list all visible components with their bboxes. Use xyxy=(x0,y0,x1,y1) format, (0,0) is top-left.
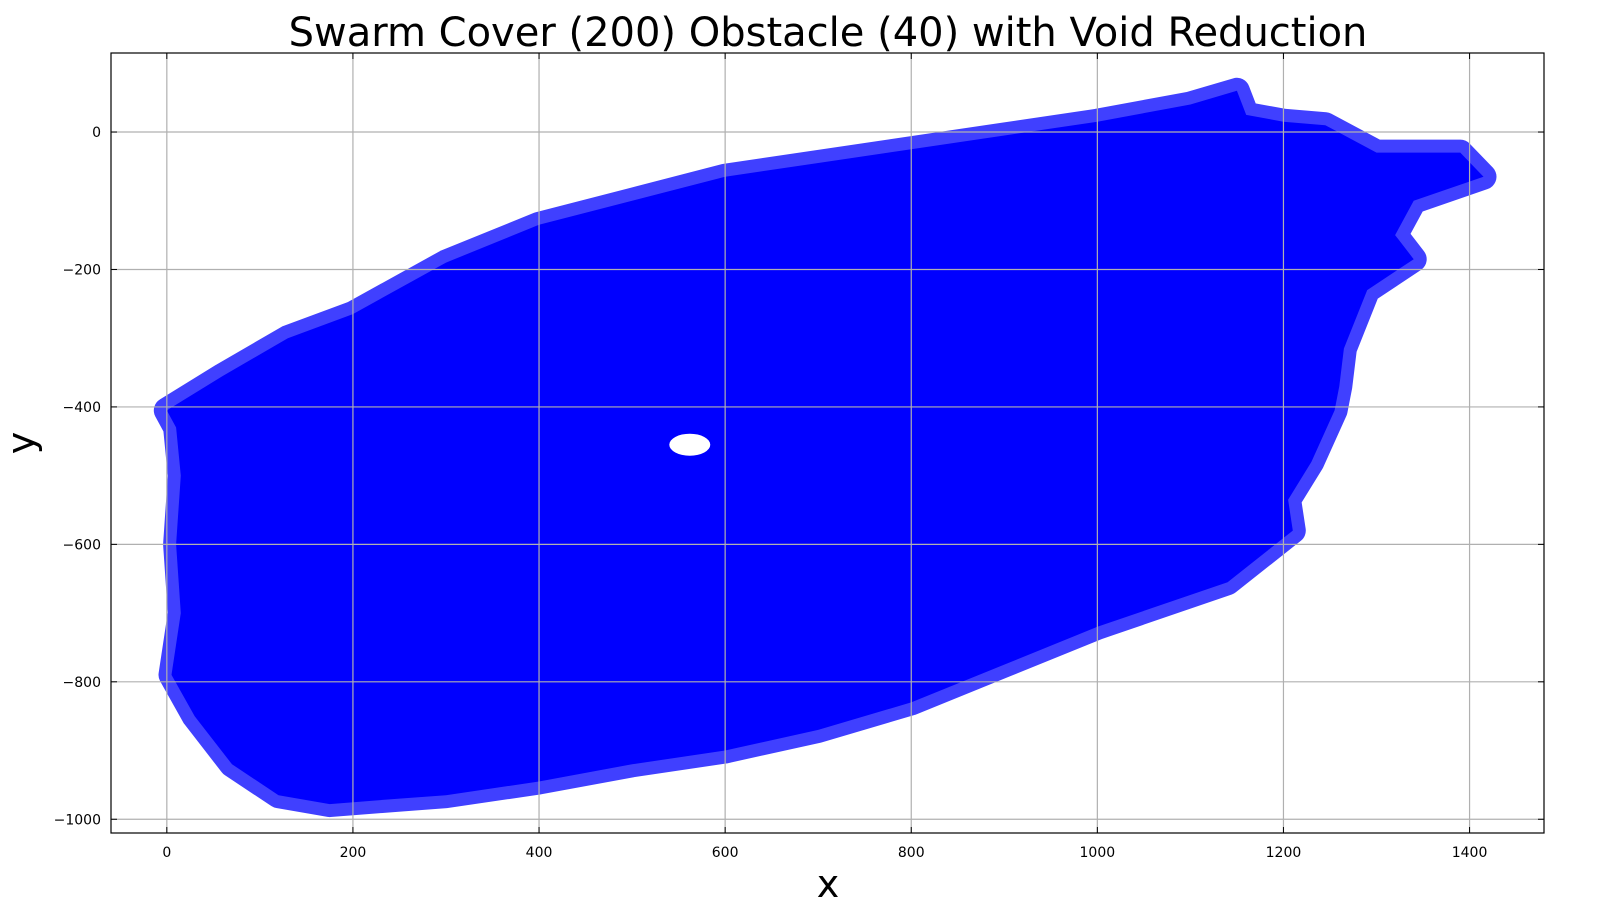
x-tick-label-2: 400 xyxy=(526,845,553,861)
x-tick-label-6: 1200 xyxy=(1266,845,1302,861)
y-tick-label-2: −400 xyxy=(63,400,101,416)
axis-ticks: 0 200 400 600 800 1000 1200 1400 0 −200 −400 −600 −8… xyxy=(54,53,1544,861)
y-axis-label: y xyxy=(0,432,43,455)
x-tick-label-1: 200 xyxy=(340,845,367,861)
void-regions xyxy=(669,433,711,456)
x-tick-label-5: 1000 xyxy=(1080,845,1116,861)
x-tick-label-3: 600 xyxy=(712,845,739,861)
y-tick-label-5: −1000 xyxy=(54,812,101,828)
x-tick-label-4: 800 xyxy=(898,845,925,861)
grid-lines xyxy=(111,53,1544,833)
void-region-0 xyxy=(669,433,711,456)
y-tick-label-4: −800 xyxy=(63,675,101,691)
y-tick-label-1: −200 xyxy=(63,262,101,278)
chart-title: Swarm Cover (200) Obstacle (40) with Voi… xyxy=(289,10,1368,56)
y-tick-label-0: 0 xyxy=(92,125,101,141)
plot-frame xyxy=(110,52,1545,834)
y-tick-label-3: −600 xyxy=(63,537,101,553)
x-tick-label-7: 1400 xyxy=(1452,845,1488,861)
x-tick-label-0: 0 xyxy=(162,845,171,861)
x-axis-label: x xyxy=(817,862,840,906)
